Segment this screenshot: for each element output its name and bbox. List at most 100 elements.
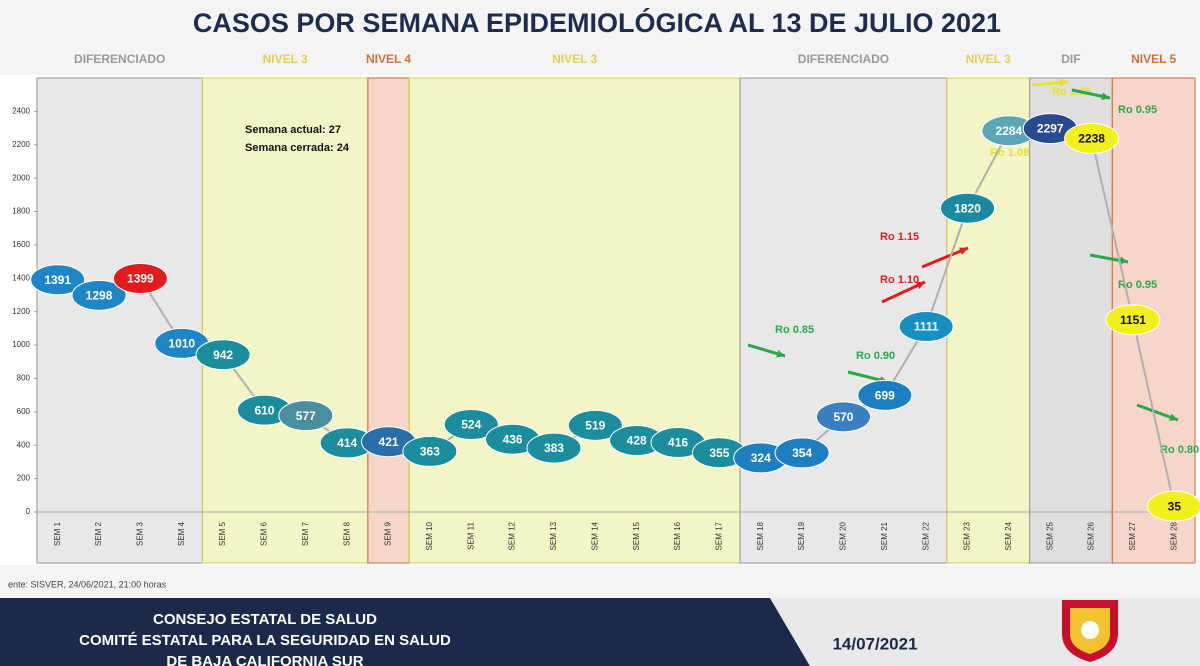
data-point	[567, 409, 623, 441]
data-point	[30, 264, 86, 296]
value-label: 577	[296, 409, 316, 423]
logo	[1062, 600, 1118, 662]
y-tick-label: 1000	[12, 340, 30, 349]
x-tick-label: SEM 6	[260, 521, 269, 546]
x-tick-label: SEM 18	[756, 521, 765, 550]
value-label: 2238	[1078, 132, 1105, 146]
zone-label: DIF	[1061, 52, 1080, 66]
zone-label: NIVEL 3	[966, 52, 1011, 66]
x-tick-label: SEM 25	[1045, 521, 1054, 550]
annotation: Ro 1.15	[880, 231, 919, 243]
footer-line: COMITÉ ESTATAL PARA LA SEGURIDAD EN SALU…	[79, 632, 451, 649]
x-tick-label: SEM 26	[1087, 521, 1096, 550]
y-tick-label: 1200	[12, 307, 30, 316]
arrow-head	[1169, 413, 1178, 421]
data-point	[857, 379, 913, 411]
arrow-head	[776, 349, 785, 358]
x-tick-label: SEM 11	[466, 521, 475, 549]
annotation: Ro 0.95	[1118, 279, 1157, 291]
x-tick-label: SEM 27	[1128, 521, 1137, 550]
plot: DIFERENCIADO NIVEL 3 NIVEL 4 NIVEL 3 DIFEREN…	[12, 52, 1200, 564]
value-label: 2297	[1037, 122, 1064, 136]
value-label: 1111	[914, 320, 939, 334]
footer-date: 14/07/2021	[832, 634, 917, 653]
value-label: 1151	[1120, 313, 1146, 327]
data-point	[278, 400, 334, 432]
value-label: 436	[503, 432, 523, 446]
x-tick-label: SEM 22	[921, 521, 930, 550]
value-label: 416	[668, 436, 688, 450]
y-tick-label: 600	[17, 407, 31, 416]
value-label: 942	[213, 348, 233, 362]
x-tick-label: SEM 9	[384, 521, 393, 546]
y-tick-label: 0	[26, 507, 31, 516]
source: ente: SISVER, 24/06/2021, 21:00 horas	[8, 579, 167, 589]
footer-line: DE BAJA CALIFORNIA SUR	[166, 653, 363, 666]
data-point	[402, 435, 458, 467]
value-label: 428	[627, 434, 647, 448]
value-label: 355	[709, 446, 729, 460]
x-tick-label: SEM 16	[673, 521, 682, 550]
value-label: 421	[379, 435, 399, 449]
x-tick-label: SEM 2	[94, 521, 103, 546]
value-label: 1399	[127, 272, 154, 286]
y-tick-label: 1600	[12, 240, 30, 249]
y-tick-label: 2200	[12, 140, 30, 149]
x-tick-label: SEM 1	[53, 521, 62, 546]
arrow-head	[959, 247, 968, 255]
data-point	[898, 311, 954, 343]
value-label: 570	[833, 410, 853, 424]
arrow-head	[916, 281, 925, 289]
y-tick-label: 200	[17, 474, 31, 483]
data-point	[1146, 490, 1200, 522]
arrow-head	[1059, 78, 1068, 87]
zone	[201, 77, 369, 564]
value-label: 2284	[996, 124, 1023, 138]
data-point	[1105, 304, 1161, 336]
x-tick-label: SEM 15	[632, 521, 641, 550]
x-tick-label: SEM 8	[342, 521, 351, 546]
x-tick-label: SEM 17	[715, 521, 724, 550]
value-label: 1820	[954, 201, 981, 215]
value-label: 1391	[44, 273, 71, 287]
title: CASOS POR SEMANA EPIDEMIOLÓGICA AL 13 DE…	[193, 7, 1001, 38]
x-tick-label: SEM 5	[218, 521, 227, 546]
value-label: 363	[420, 445, 440, 459]
footer-line: CONSEJO ESTATAL DE SALUD	[153, 611, 377, 628]
data-point	[940, 192, 996, 224]
data-point	[112, 262, 168, 294]
value-label: 324	[751, 451, 771, 465]
value-label: 519	[585, 419, 605, 433]
zone-label: NIVEL 3	[263, 52, 308, 66]
y-tick-label: 400	[17, 440, 31, 449]
x-tick-label: SEM 24	[1004, 521, 1013, 550]
zone	[36, 77, 204, 564]
x-tick-label: SEM 20	[839, 521, 848, 550]
value-label: 354	[792, 446, 812, 460]
footer-light	[770, 598, 1200, 666]
note: Semana actual: 27	[245, 124, 341, 136]
value-label: 383	[544, 441, 564, 455]
x-tick-label: SEM 12	[508, 521, 517, 550]
zone-label: DIFERENCIADO	[798, 52, 889, 66]
annotation: Ro 0.80	[1160, 444, 1199, 456]
annotation: Ro 1.05	[1052, 86, 1091, 98]
value-label: 414	[337, 436, 357, 450]
x-tick-label: SEM 10	[425, 521, 434, 550]
x-tick-label: SEM 28	[1169, 521, 1178, 550]
data-point	[526, 432, 582, 464]
x-tick-label: SEM 23	[963, 521, 972, 550]
x-tick-label: SEM 7	[301, 521, 310, 546]
y-tick-label: 1400	[12, 273, 30, 282]
data-point	[774, 437, 830, 469]
data-point	[71, 279, 127, 311]
annotation: Ro 1.10	[880, 274, 919, 286]
zone-label: NIVEL 4	[366, 52, 411, 66]
value-label: 1010	[168, 337, 195, 351]
zone-label: DIFERENCIADO	[74, 52, 165, 66]
annotation: Ro 0.85	[775, 324, 814, 336]
note: Semana cerrada: 24	[245, 142, 350, 154]
value-label: 699	[875, 388, 895, 402]
